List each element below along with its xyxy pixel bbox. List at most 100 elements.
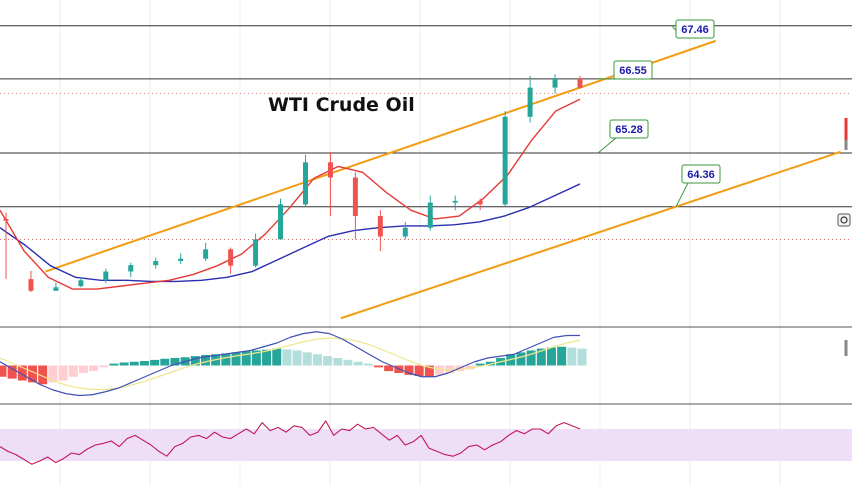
candle-body xyxy=(103,271,109,281)
signal-polyline xyxy=(0,337,581,391)
macd-polyline xyxy=(0,331,580,397)
candle-body xyxy=(477,200,483,205)
macd-histogram-bar xyxy=(292,350,302,366)
channel-line-lower xyxy=(340,150,841,320)
macd-histogram-bar xyxy=(231,352,241,366)
chart-title: WTI Crude Oil xyxy=(268,94,415,116)
candle-body xyxy=(253,239,259,266)
macd-histogram-bar xyxy=(58,365,68,381)
macd-histogram-bar xyxy=(323,356,333,366)
ma-slow-line xyxy=(0,183,581,283)
candle-body xyxy=(78,280,84,287)
macd-histogram-bar xyxy=(445,365,455,373)
candle-body xyxy=(302,162,308,205)
macd-histogram-bar xyxy=(536,348,546,366)
macd-histogram-bar xyxy=(353,361,363,366)
candle-body xyxy=(452,200,458,203)
macd-histogram-bar xyxy=(424,365,434,377)
macd-histogram-bar xyxy=(465,365,475,370)
macd-histogram-bar xyxy=(435,365,445,375)
macd-histogram-bar xyxy=(272,348,282,366)
candle-body xyxy=(128,265,134,272)
macd-histogram-bar xyxy=(414,365,424,376)
macd-histogram-bar xyxy=(312,354,322,366)
macd-histogram-bar xyxy=(99,365,109,368)
price-level-labels: 67.46 66.55 65.28 64.36 xyxy=(597,19,721,207)
macd-histogram-bar xyxy=(109,363,119,366)
macd-histogram-bar xyxy=(516,352,526,366)
macd-histogram-bar xyxy=(201,355,211,366)
candle-body xyxy=(427,202,433,228)
candle-body xyxy=(377,216,383,237)
macd-histogram-bar xyxy=(577,348,587,366)
macd-histogram-bar xyxy=(404,365,414,375)
level-label-box xyxy=(609,119,649,139)
ma-fast-polyline xyxy=(0,98,581,290)
macd-histogram-bar xyxy=(28,365,38,383)
candle-body xyxy=(178,258,184,262)
macd-histogram-bar xyxy=(89,365,99,372)
candle-body xyxy=(502,116,508,205)
macd-histogram-bar xyxy=(373,365,383,368)
macd-histogram-bar xyxy=(343,359,353,366)
macd-histogram-bar xyxy=(302,352,312,366)
rsi-panel xyxy=(0,420,852,465)
macd-histogram-bar xyxy=(7,365,17,379)
macd-histogram-bar xyxy=(384,365,394,372)
macd-histogram-bar xyxy=(526,350,536,366)
candle-body xyxy=(352,177,358,217)
macd-histogram-bar xyxy=(262,349,272,366)
candle-body xyxy=(153,261,159,266)
crosshair-icon xyxy=(840,216,848,224)
candle-body xyxy=(552,78,558,88)
macd-histogram-bar xyxy=(129,361,139,366)
level-label-text: 65.28 xyxy=(615,124,643,136)
candle-body xyxy=(577,78,583,89)
candle-body xyxy=(278,204,284,240)
level-label-box xyxy=(681,164,721,184)
candle-body xyxy=(53,287,59,291)
rsi-polyline xyxy=(0,420,581,465)
macd-histogram-bar xyxy=(17,365,27,381)
candle-body xyxy=(402,227,408,237)
candles xyxy=(3,74,583,292)
macd-histogram-bar xyxy=(251,350,261,366)
crosshair-toggle-button[interactable] xyxy=(837,213,851,227)
ma-fast-line xyxy=(0,98,581,290)
macd-histogram-bar xyxy=(333,358,343,366)
macd-histogram-bar xyxy=(557,346,567,366)
macd-histogram-bar xyxy=(546,347,556,366)
macd-histogram-bar xyxy=(221,353,231,366)
macd-histogram-bar xyxy=(567,347,577,366)
candle-body xyxy=(28,279,34,291)
rsi-line xyxy=(0,420,581,465)
macd-histogram-bar xyxy=(48,365,58,383)
level-label-box xyxy=(675,19,715,39)
level-label-text: 64.36 xyxy=(687,169,715,181)
macd-histogram-bar xyxy=(475,363,485,366)
macd-histogram-bar xyxy=(78,365,88,373)
macd-histogram-bar xyxy=(38,365,48,385)
macd-histogram-bar xyxy=(170,358,180,366)
macd-lines xyxy=(0,331,581,397)
ma-slow-polyline xyxy=(0,183,581,283)
macd-histogram-bar xyxy=(150,359,160,366)
level-label-text: 66.55 xyxy=(619,65,647,77)
level-label-text: 67.46 xyxy=(681,24,709,36)
label-pointer xyxy=(675,182,689,207)
macd-histogram-bar xyxy=(68,365,78,377)
level-label-box xyxy=(613,60,653,80)
candle-body xyxy=(527,87,533,117)
price-panel: 67.46 66.55 65.28 64.36 WTI Crude Oil xyxy=(0,19,852,320)
macd-histogram-bar xyxy=(363,363,373,366)
macd-histogram-bar xyxy=(282,349,292,366)
label-pointer xyxy=(597,137,617,154)
candle-body xyxy=(228,249,234,266)
rsi-band xyxy=(0,429,852,461)
macd-histogram-bar xyxy=(241,351,251,366)
candle-body xyxy=(327,162,333,178)
macd-histogram-bar xyxy=(139,361,149,366)
macd-panel xyxy=(0,331,587,397)
candle-body xyxy=(203,249,209,259)
